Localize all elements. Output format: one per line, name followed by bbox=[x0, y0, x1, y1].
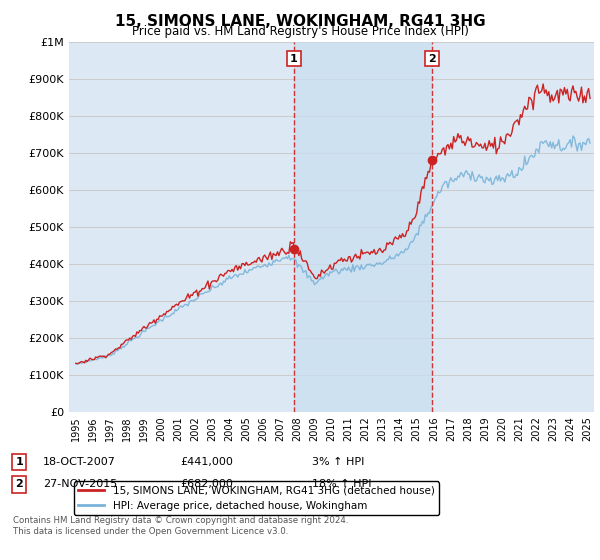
Legend: 15, SIMONS LANE, WOKINGHAM, RG41 3HG (detached house), HPI: Average price, detac: 15, SIMONS LANE, WOKINGHAM, RG41 3HG (de… bbox=[74, 482, 439, 515]
Text: Contains HM Land Registry data © Crown copyright and database right 2024.: Contains HM Land Registry data © Crown c… bbox=[13, 516, 349, 525]
Text: 18-OCT-2007: 18-OCT-2007 bbox=[43, 457, 116, 467]
Text: 1: 1 bbox=[16, 457, 23, 467]
Text: 15, SIMONS LANE, WOKINGHAM, RG41 3HG: 15, SIMONS LANE, WOKINGHAM, RG41 3HG bbox=[115, 14, 485, 29]
Text: 1: 1 bbox=[290, 54, 298, 64]
Text: £441,000: £441,000 bbox=[180, 457, 233, 467]
Text: This data is licensed under the Open Government Licence v3.0.: This data is licensed under the Open Gov… bbox=[13, 528, 289, 536]
Text: £682,000: £682,000 bbox=[180, 479, 233, 489]
Text: 3% ↑ HPI: 3% ↑ HPI bbox=[312, 457, 364, 467]
Text: 2: 2 bbox=[428, 54, 436, 64]
Text: 2: 2 bbox=[16, 479, 23, 489]
Text: 27-NOV-2015: 27-NOV-2015 bbox=[43, 479, 118, 489]
Text: Price paid vs. HM Land Registry's House Price Index (HPI): Price paid vs. HM Land Registry's House … bbox=[131, 25, 469, 38]
Text: 18% ↑ HPI: 18% ↑ HPI bbox=[312, 479, 371, 489]
Bar bbox=[294, 42, 432, 412]
